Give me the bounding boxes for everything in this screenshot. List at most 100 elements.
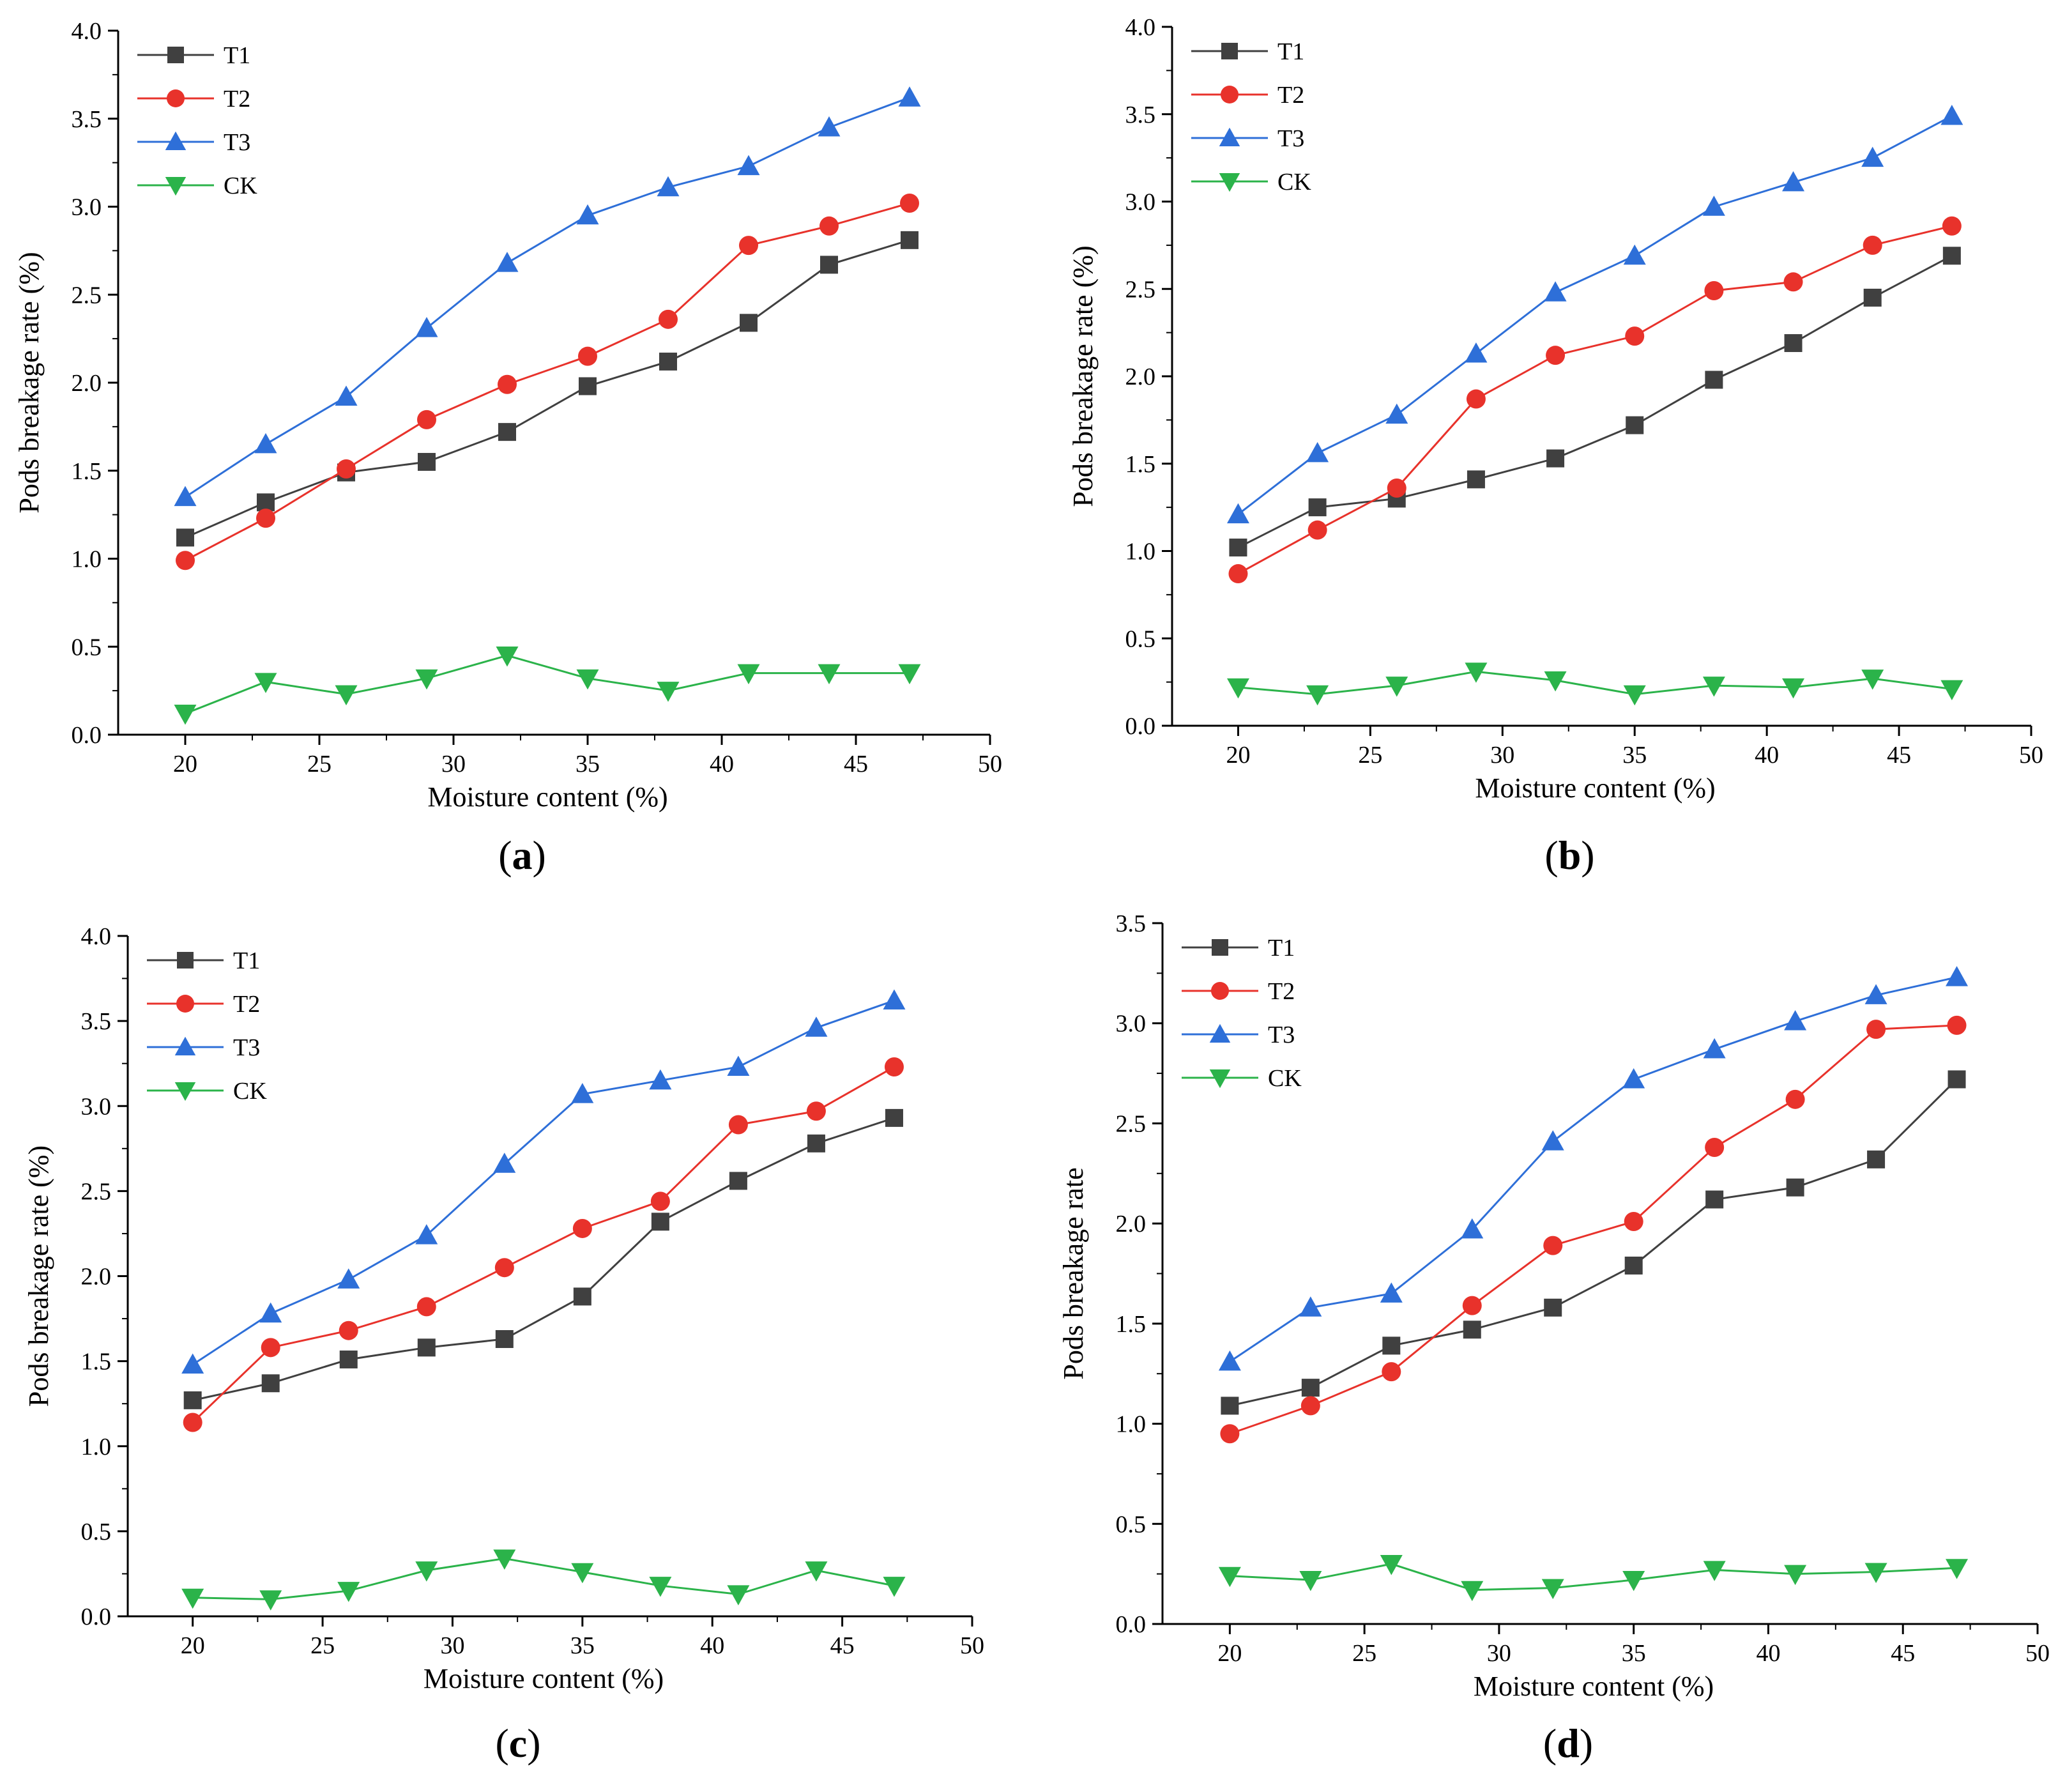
x-tick-label: 45 — [1887, 742, 1911, 769]
legend-marker — [1219, 127, 1240, 146]
data-point — [1942, 247, 1961, 265]
legend-label: T2 — [1268, 978, 1295, 1005]
y-tick-label: 3.0 — [72, 194, 102, 221]
data-point — [884, 1057, 904, 1077]
data-point — [657, 682, 680, 702]
panel-caption-close: ) — [1580, 1720, 1593, 1766]
data-point — [176, 528, 194, 547]
data-point — [498, 374, 517, 394]
data-point — [254, 673, 277, 693]
data-point — [883, 989, 906, 1010]
data-point — [335, 685, 358, 706]
x-tick-label: 25 — [1358, 742, 1382, 769]
legend: T1 T2 T3 CK — [137, 42, 257, 199]
data-point — [727, 1585, 750, 1605]
legend-label: T2 — [1277, 82, 1304, 109]
series-t2 — [176, 193, 919, 571]
panel-caption-open: ( — [495, 1720, 508, 1766]
data-point — [335, 385, 358, 406]
panel-caption-letter: a — [512, 832, 533, 878]
legend-marker — [1219, 173, 1240, 192]
data-point — [1301, 1379, 1320, 1397]
x-tick-label: 25 — [1352, 1640, 1376, 1667]
data-point — [183, 1391, 202, 1409]
legend-marker — [1212, 939, 1228, 956]
data-point — [1546, 346, 1566, 365]
data-point — [651, 1213, 669, 1231]
data-point — [1467, 470, 1485, 489]
data-point — [1462, 1296, 1482, 1315]
data-point — [256, 509, 275, 528]
data-point — [1465, 662, 1488, 683]
panel-caption: (b) — [1544, 832, 1594, 878]
y-tick-label: 3.0 — [1125, 189, 1156, 216]
x-tick-label: 25 — [307, 751, 332, 777]
data-point — [1544, 1298, 1562, 1317]
legend: T1 T2 T3 CK — [1191, 38, 1311, 195]
series-ck — [1218, 1554, 1969, 1602]
data-point — [737, 155, 760, 176]
data-point — [254, 433, 277, 454]
series-t2 — [183, 1057, 904, 1432]
data-point — [1385, 677, 1408, 697]
data-point — [739, 236, 758, 256]
data-point — [493, 1549, 516, 1570]
data-point — [820, 256, 838, 274]
data-point — [1299, 1296, 1322, 1317]
data-point — [1307, 520, 1327, 540]
data-point — [900, 193, 919, 213]
data-point — [1382, 1362, 1401, 1382]
x-tick-label: 35 — [575, 751, 600, 777]
data-point — [1546, 449, 1565, 468]
data-point — [261, 1338, 280, 1358]
data-point — [1300, 1396, 1320, 1416]
data-point — [573, 1287, 591, 1306]
data-point — [1783, 272, 1803, 292]
x-tick-label: 50 — [2025, 1640, 2050, 1667]
y-tick-label: 0.5 — [1125, 625, 1156, 652]
y-tick-label: 2.5 — [1125, 276, 1156, 303]
data-point — [1385, 403, 1408, 424]
data-point — [339, 1350, 358, 1368]
data-point — [1229, 539, 1247, 557]
data-point — [415, 1224, 438, 1244]
data-point — [416, 1297, 436, 1317]
chart-panel-d: 0.0 0.5 1.0 1.5 2.0 2.5 3.0 3.5 20 25 30 35 40 45 50 Mo… — [1058, 910, 2050, 1766]
data-point — [650, 1191, 670, 1211]
panel-caption-close: ) — [1581, 832, 1594, 878]
data-point — [1466, 389, 1486, 409]
data-point — [494, 1258, 514, 1278]
data-point — [1544, 281, 1567, 302]
panel-caption-open: ( — [498, 832, 512, 878]
data-point — [181, 1588, 204, 1609]
legend-label: T3 — [233, 1034, 260, 1061]
x-tick-label: 50 — [960, 1632, 984, 1659]
data-point — [415, 1561, 438, 1582]
data-point — [727, 1055, 750, 1076]
legend-marker — [174, 1036, 196, 1055]
data-point — [1703, 1038, 1726, 1059]
data-point — [729, 1172, 747, 1190]
data-point — [1861, 670, 1884, 690]
data-point — [1306, 685, 1329, 706]
y-tick-label: 3.0 — [1116, 1011, 1147, 1038]
data-point — [1947, 1015, 1967, 1035]
panel-caption-close: ) — [527, 1720, 540, 1766]
data-point — [1785, 1089, 1805, 1109]
data-point — [1543, 1236, 1563, 1255]
data-point — [1625, 326, 1645, 346]
data-point — [181, 1353, 204, 1374]
y-tick-label: 3.5 — [1125, 102, 1156, 128]
data-point — [1382, 1336, 1401, 1355]
data-point — [576, 204, 599, 225]
data-point — [728, 1115, 748, 1135]
data-point — [1784, 334, 1803, 353]
y-tick-label: 1.0 — [1125, 539, 1156, 565]
data-point — [1461, 1218, 1484, 1239]
y-tick-label: 1.5 — [81, 1349, 112, 1375]
data-point — [1946, 966, 1969, 986]
y-tick-label: 2.0 — [1116, 1211, 1147, 1237]
data-point — [259, 1590, 282, 1611]
legend-label: T1 — [233, 947, 260, 974]
